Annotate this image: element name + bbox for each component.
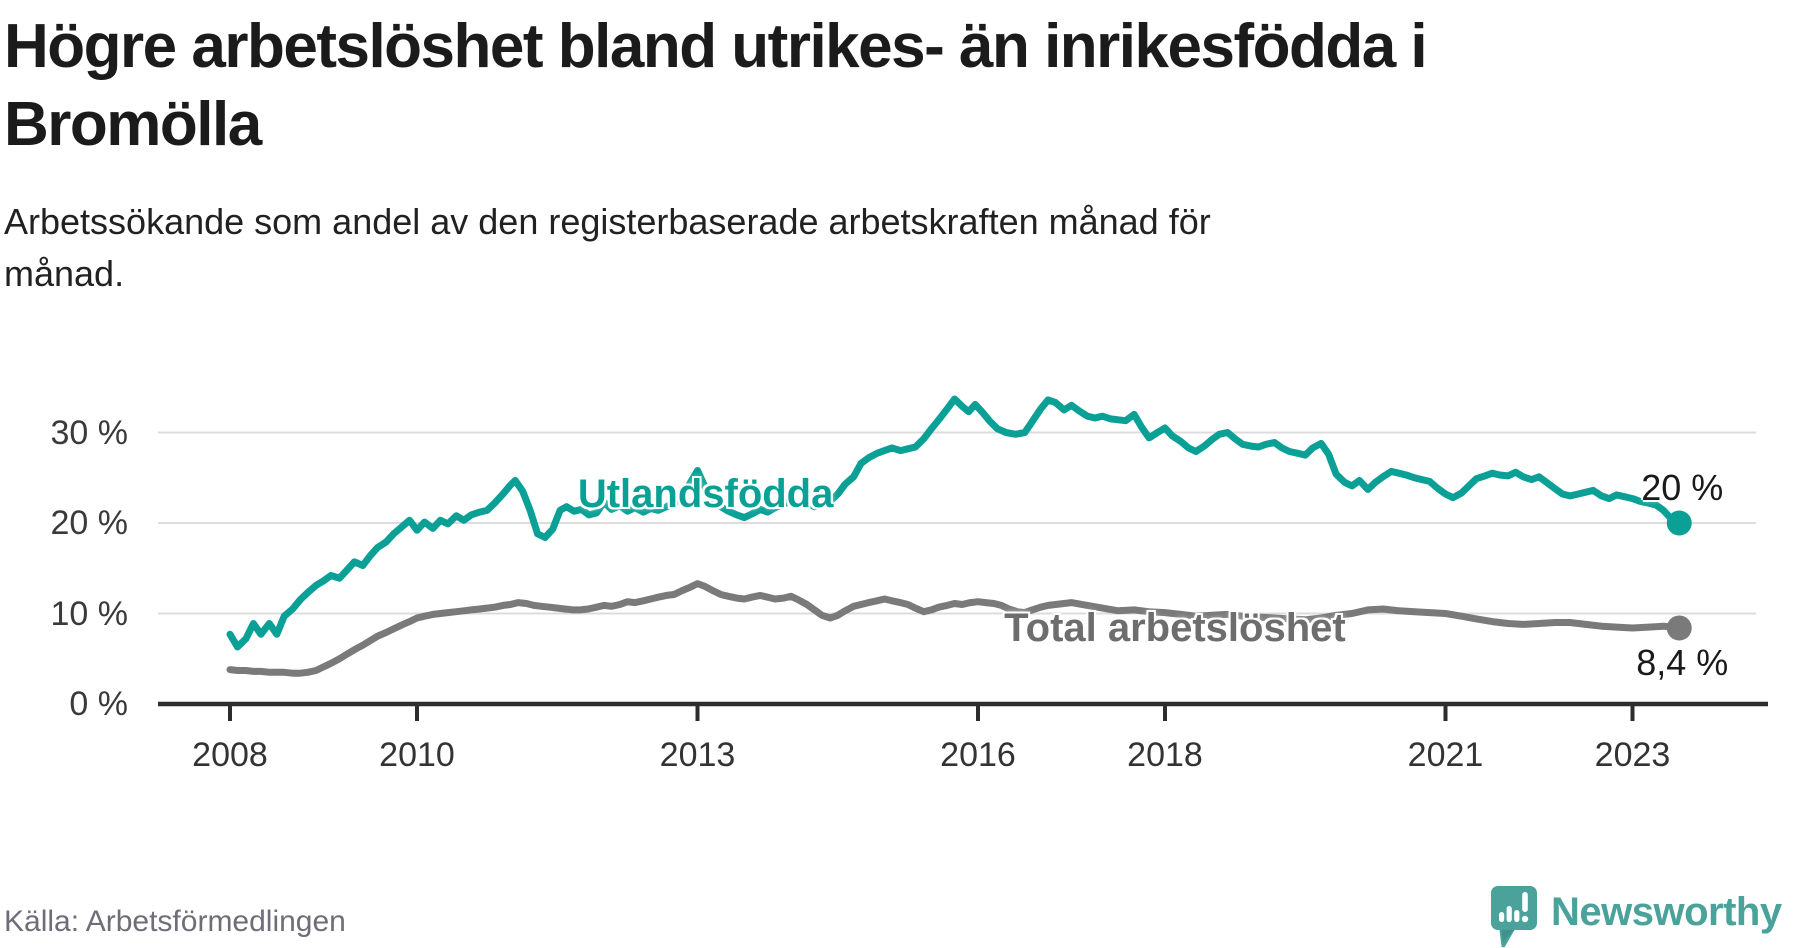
y-tick-label: 20 % — [50, 504, 129, 542]
chart-subtitle-line2: månad. — [4, 253, 125, 294]
brand-name: Newsworthy — [1551, 890, 1782, 934]
page-title-line1: Högre arbetslöshet bland utrikes- än inr… — [4, 12, 1428, 81]
source-text: Källa: Arbetsförmedlingen — [4, 905, 346, 938]
x-tick-label: 2016 — [940, 736, 1016, 774]
x-tick-label: 2023 — [1594, 736, 1671, 774]
chart-subtitle: Arbetssökande som andel av den registerb… — [4, 196, 1211, 300]
y-tick-label: 30 % — [50, 413, 129, 452]
chart-subtitle-line1: Arbetssökande som andel av den registerb… — [4, 201, 1211, 242]
series-line-1 — [226, 580, 1683, 677]
series-label-1: Total arbetslöshet — [1004, 605, 1346, 650]
x-tick-label: 2021 — [1407, 736, 1484, 774]
series-end-dot-0 — [1666, 510, 1692, 536]
end-value-label-1: 8,4 % — [1636, 641, 1729, 683]
y-tick-label: 10 % — [50, 594, 129, 633]
page-title-line2: Bromölla — [4, 90, 262, 159]
y-tick-label: 0 % — [69, 685, 128, 723]
page-title: Högre arbetslöshet bland utrikes- än inr… — [4, 8, 1428, 164]
x-tick-label: 2010 — [379, 736, 455, 774]
x-tick-label: 2018 — [1127, 736, 1203, 774]
series-line-0 — [226, 395, 1683, 651]
x-tick-label: 2008 — [192, 736, 268, 774]
x-tick-label: 2013 — [659, 736, 736, 774]
series-end-dot-1 — [1666, 615, 1692, 641]
bar-chart-speech-bubble-icon — [1491, 886, 1537, 948]
series-label-0: Utlandsfödda — [577, 472, 834, 517]
end-value-label-0: 20 % — [1641, 467, 1724, 508]
